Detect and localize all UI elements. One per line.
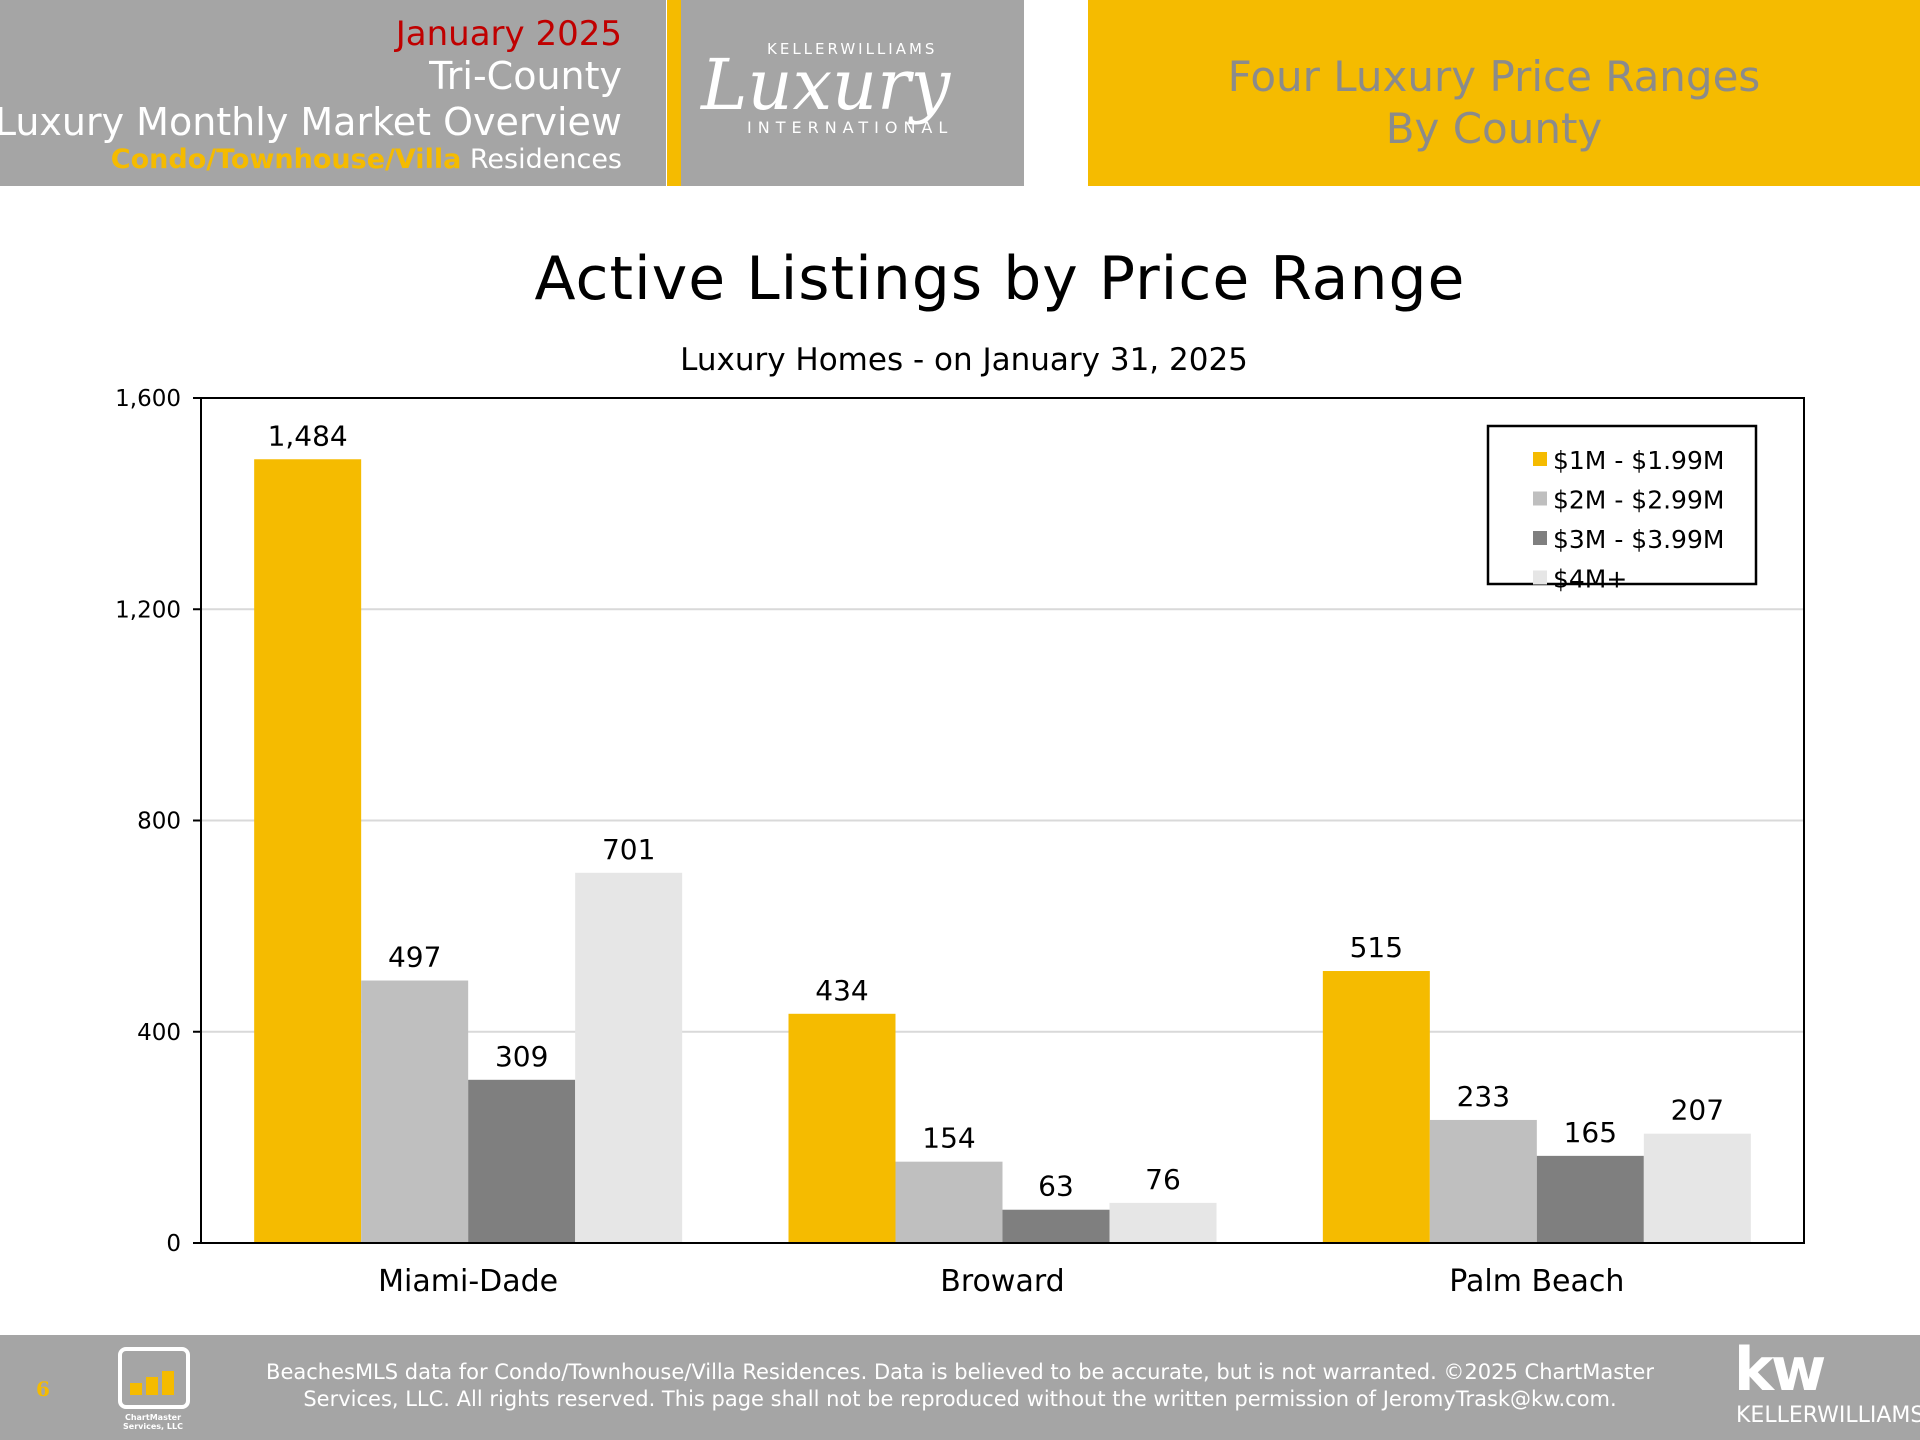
bar	[468, 1079, 576, 1243]
header-title-block: January 2025 Tri-County Luxury Monthly M…	[0, 0, 666, 186]
data-label: 76	[1145, 1163, 1181, 1196]
data-label: 165	[1564, 1116, 1617, 1149]
data-label: 207	[1671, 1094, 1724, 1127]
header-accent-bar	[667, 0, 681, 186]
data-label: 1,484	[268, 419, 348, 452]
data-label: 515	[1350, 931, 1403, 964]
kw-logo-mark: kw	[1734, 1335, 1826, 1405]
chartmaster-logo-bar	[162, 1371, 174, 1395]
bar	[575, 872, 683, 1243]
legend-label: $4M+	[1553, 565, 1627, 594]
bar	[788, 1013, 896, 1243]
bar-chart: 0 400 800 1,200 1,600 1,484 497 309 701 Miami-Dad…	[115, 386, 1805, 1299]
chart-subtitle: Luxury Homes - on January 31, 2025	[680, 342, 1248, 378]
y-tick-label: 1,200	[115, 597, 181, 623]
chartmaster-logo-text: ChartMaster Services, LLC	[123, 1413, 183, 1431]
legend-label: $3M - $3.99M	[1553, 525, 1724, 554]
data-label: 154	[922, 1122, 975, 1155]
x-tick-label: Palm Beach	[1449, 1264, 1624, 1299]
legend-label: $1M - $1.99M	[1553, 446, 1724, 475]
bar	[895, 1161, 1003, 1243]
legend-swatch	[1533, 452, 1547, 466]
legend-swatch	[1533, 531, 1547, 545]
chartmaster-logo: ChartMaster Services, LLC	[116, 1345, 190, 1431]
section-title-block: Four Luxury Price Ranges By County	[1088, 0, 1920, 186]
bar	[254, 459, 362, 1243]
plot-area-border	[200, 397, 1805, 1244]
chart-title: Active Listings by Price Range	[534, 244, 1466, 314]
data-label: 63	[1038, 1170, 1074, 1203]
footer: 6 ChartMaster Services, LLC BeachesMLS d…	[0, 1335, 1920, 1440]
bar	[1536, 1155, 1644, 1243]
y-tick-label: 800	[137, 809, 181, 835]
chartmaster-logo-frame	[118, 1347, 190, 1409]
kw-logo-wordmark: KELLERWILLIAMS.	[1736, 1403, 1920, 1428]
x-tick-label: Miami-Dade	[378, 1264, 558, 1299]
y-tick-label: 1,600	[115, 386, 181, 412]
keller-williams-logo: kw KELLERWILLIAMS.	[1734, 1335, 1920, 1431]
data-label: 233	[1457, 1080, 1510, 1113]
bar	[1643, 1133, 1751, 1243]
disclaimer-line2: Services, LLC. All rights reserved. This…	[303, 1387, 1617, 1411]
logo-top-text: KELLERWILLIAMS	[767, 40, 938, 58]
chartmaster-logo-bar	[130, 1383, 142, 1395]
page-number: 6	[36, 1377, 50, 1401]
bar	[1109, 1202, 1217, 1243]
section-title-line1: Four Luxury Price Ranges	[1227, 52, 1761, 101]
bar	[1429, 1119, 1537, 1243]
legend-label: $2M - $2.99M	[1553, 486, 1724, 515]
logo-script-text: Luxury	[701, 44, 951, 126]
legend-swatch	[1533, 570, 1547, 585]
section-title-line2: By County	[1385, 104, 1603, 153]
data-label: 701	[602, 833, 655, 866]
data-label: 497	[388, 941, 441, 974]
bar	[361, 980, 469, 1243]
kw-luxury-logo: KELLERWILLIAMS Luxury INTERNATIONAL	[681, 0, 1024, 186]
property-type: Condo/Townhouse/Villa Residences	[111, 144, 622, 175]
data-label: 434	[815, 974, 868, 1007]
property-type-accent: Condo/Townhouse/Villa	[110, 144, 462, 175]
legend-box	[1486, 424, 1758, 586]
y-tick-label: 400	[137, 1020, 181, 1046]
chartmaster-logo-bar	[146, 1377, 158, 1395]
disclaimer-line1: BeachesMLS data for Condo/Townhouse/Vill…	[266, 1360, 1654, 1384]
report-month: January 2025	[395, 14, 622, 54]
bar	[1322, 971, 1430, 1243]
report-region: Tri-County	[429, 54, 622, 98]
y-tick-label: 0	[166, 1231, 181, 1257]
report-title: Luxury Monthly Market Overview	[0, 100, 622, 144]
bar	[1002, 1209, 1110, 1243]
logo-bottom-text: INTERNATIONAL	[747, 118, 954, 137]
footer-disclaimer: BeachesMLS data for Condo/Townhouse/Vill…	[240, 1359, 1680, 1413]
data-label: 309	[495, 1040, 548, 1073]
x-tick-label: Broward	[940, 1264, 1064, 1299]
property-type-suffix: Residences	[461, 144, 622, 175]
legend-swatch	[1533, 491, 1547, 506]
